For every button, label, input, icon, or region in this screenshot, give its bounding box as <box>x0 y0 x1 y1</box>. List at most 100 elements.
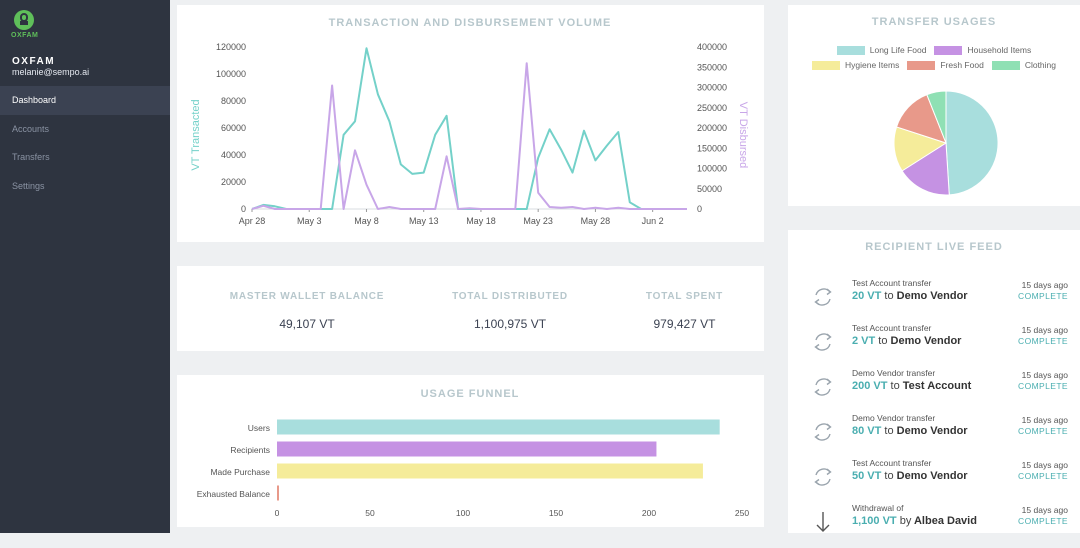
funnel-x-tick-label: 100 <box>456 508 470 518</box>
feed-item-target: Demo Vendor <box>896 290 968 302</box>
y-tick-label-right: 300000 <box>697 83 727 93</box>
legend-item[interactable]: Household Items <box>934 45 1031 55</box>
feed-item-title: Test Account transfer <box>852 323 932 333</box>
feed-item-target: Demo Vendor <box>896 470 968 482</box>
feed-item-amount: 20 VT <box>852 290 882 302</box>
funnel-x-tick-label: 0 <box>275 508 280 518</box>
feed-item-status: COMPLETE <box>1018 426 1068 436</box>
funnel-x-tick-label: 200 <box>642 508 656 518</box>
y-tick-label-right: 350000 <box>697 62 727 72</box>
usages-title: TRANSFER USAGES <box>871 16 997 28</box>
feed-item-target: Test Account <box>902 380 972 392</box>
funnel-category-label: Recipients <box>230 445 270 455</box>
org-name: OXFAM <box>12 56 56 67</box>
feed-item-detail: 20 VT to Demo Vendor <box>852 290 968 302</box>
total-distributed-stat: TOTAL DISTRIBUTED 1,100,975 VT <box>415 291 605 331</box>
legend-row: Hygiene Items Fresh Food Clothing <box>788 60 1080 70</box>
pie-slice <box>926 90 947 144</box>
feed-item-detail: 2 VT to Demo Vendor <box>852 335 961 347</box>
volume-chart-panel: TRANSACTION AND DISBURSEMENT VOLUME VT T… <box>177 5 764 242</box>
y-axis-label-right: VT Disbursed <box>737 102 749 168</box>
feed-item[interactable]: Test Account transfer 20 VT to Demo Vendo… <box>788 278 1080 323</box>
feed-item[interactable]: Test Account transfer 50 VT to Demo Vendo… <box>788 458 1080 503</box>
transfer-usages-pie <box>893 90 999 196</box>
legend-item[interactable]: Clothing <box>991 60 1056 70</box>
y-tick-label-right: 100000 <box>697 164 727 174</box>
feed-item[interactable]: Demo Vendor transfer 80 VT to Demo Vendor… <box>788 413 1080 458</box>
feed-item-connector: to <box>884 470 894 482</box>
pie-slice <box>901 142 950 196</box>
feed-item-detail: 200 VT to Test Account <box>852 380 971 392</box>
feed-item-time: 15 days ago <box>1021 370 1068 380</box>
legend-item[interactable]: Fresh Food <box>907 60 984 70</box>
funnel-category-label: Exhausted Balance <box>197 489 271 499</box>
y-tick-label-right: 50000 <box>697 184 722 194</box>
stat-label: TOTAL DISTRIBUTED <box>452 291 568 302</box>
legend-swatch <box>812 60 840 70</box>
master-wallet-stat: MASTER WALLET BALANCE 49,107 VT <box>212 291 402 331</box>
y-tick-label-right: 200000 <box>697 123 727 133</box>
stat-value: 979,427 VT <box>653 317 716 331</box>
feed-item-status: COMPLETE <box>1018 516 1068 526</box>
y-axis-label-left: VT Transacted <box>190 99 202 170</box>
feed-item-title: Test Account transfer <box>852 458 932 468</box>
transfer-icon <box>810 464 836 490</box>
feed-item[interactable]: Test Account transfer 2 VT to Demo Vendor… <box>788 323 1080 368</box>
feed-item-time: 15 days ago <box>1021 280 1068 290</box>
legend-label: Fresh Food <box>940 60 984 70</box>
legend-swatch <box>836 45 865 55</box>
x-tick-label: Apr 28 <box>239 216 266 226</box>
feed-item-detail: 80 VT to Demo Vendor <box>852 425 968 437</box>
sidebar-item-dashboard[interactable]: Dashboard <box>0 86 170 115</box>
feed-item[interactable]: Demo Vendor transfer 200 VT to Test Accou… <box>788 368 1080 413</box>
oxfam-logo[interactable]: OXFAM <box>11 10 38 39</box>
feed-item-target: Demo Vendor <box>890 335 962 347</box>
usage-funnel-chart: USAGE FUNNEL Users Recipients Made Purchas… <box>197 388 750 518</box>
feed-item-amount: 2 VT <box>852 335 876 347</box>
transfer-usages-panel: TRANSFER USAGES Long Life Food Household … <box>788 5 1080 206</box>
y-tick-label-left: 80000 <box>221 96 246 106</box>
stat-value: 49,107 VT <box>279 317 335 331</box>
y-tick-label-right: 250000 <box>697 103 727 113</box>
sidebar-nav: Dashboard Accounts Transfers Settings <box>0 86 170 200</box>
feed-item-detail: 50 VT to Demo Vendor <box>852 470 968 482</box>
feed-item-detail: 1,100 VT by Albea David <box>852 515 977 527</box>
legend-swatch <box>991 60 1020 70</box>
legend-label: Household Items <box>967 45 1032 55</box>
sidebar-item-transfers[interactable]: Transfers <box>12 152 50 162</box>
pie-slice <box>945 90 999 196</box>
stat-value: 1,100,975 VT <box>473 317 547 331</box>
withdrawal-icon <box>810 509 836 535</box>
feed-title: RECIPIENT LIVE FEED <box>865 241 1003 253</box>
sidebar-item-settings[interactable]: Settings <box>12 180 45 191</box>
feed-item-title: Test Account transfer <box>852 278 932 288</box>
legend-label: Hygiene Items <box>845 60 900 70</box>
feed-item-amount: 80 VT <box>852 425 882 437</box>
legend-item[interactable]: Long Life Food <box>836 45 926 55</box>
pie-legend: Long Life Food Household Items Hygiene Ite… <box>788 45 1080 75</box>
legend-swatch <box>934 45 963 55</box>
feed-item-time: 15 days ago <box>1021 415 1068 425</box>
feed-item-title: Demo Vendor transfer <box>852 413 936 423</box>
sidebar-item-accounts[interactable]: Accounts <box>12 123 50 134</box>
feed-item-amount: 1,100 VT <box>852 515 897 527</box>
y-tick-label-left: 120000 <box>216 42 246 52</box>
feed-item-connector: to <box>878 335 888 347</box>
transfer-icon <box>810 329 836 355</box>
legend-label: Clothing <box>1024 60 1056 70</box>
transfer-icon <box>810 284 836 310</box>
funnel-category-label: Made Purchase <box>210 467 270 477</box>
volume-chart-title: TRANSACTION AND DISBURSEMENT VOLUME <box>329 17 612 29</box>
feed-item-status: COMPLETE <box>1018 336 1068 346</box>
y-tick-label-right: 400000 <box>697 42 727 52</box>
feed-item-target: Demo Vendor <box>896 425 968 437</box>
feed-item-connector: by <box>899 515 912 527</box>
feed-item-target: Albea David <box>913 515 977 527</box>
legend-item[interactable]: Hygiene Items <box>812 60 899 70</box>
feed-item-status: COMPLETE <box>1018 381 1068 391</box>
y-tick-label-left: 100000 <box>216 69 246 79</box>
series-line-transacted <box>251 47 687 210</box>
funnel-x-tick-label: 250 <box>735 508 749 518</box>
feed-item[interactable]: Withdrawal of 1,100 VT by Albea David 15 d… <box>788 503 1080 548</box>
feed-item-connector: to <box>884 425 894 437</box>
